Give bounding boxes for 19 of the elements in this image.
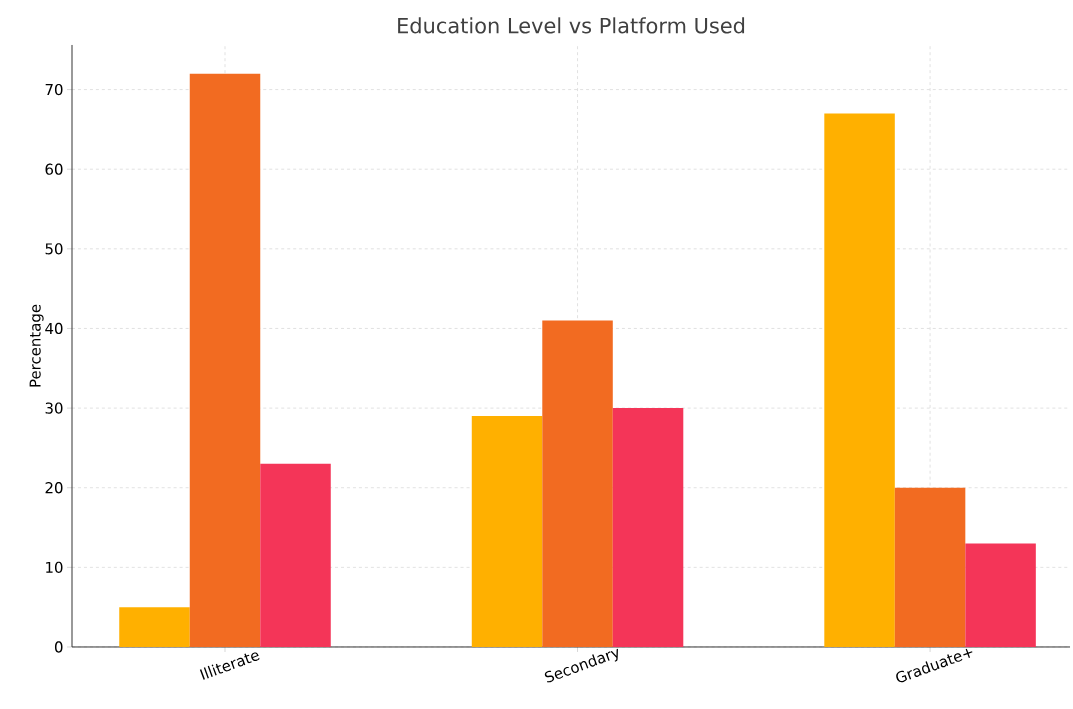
bar xyxy=(189,73,261,647)
y-axis-title: Percentage xyxy=(29,304,44,387)
y-tick-label: 50 xyxy=(45,243,63,255)
y-tick-label: 60 xyxy=(45,163,63,175)
bar xyxy=(260,463,331,647)
bar xyxy=(612,408,684,647)
y-tick-label: 40 xyxy=(45,322,63,335)
bar xyxy=(542,320,613,647)
y-tick-label: 10 xyxy=(46,561,63,574)
chart-title: Education Level vs Platform Used xyxy=(398,17,745,34)
y-tick-label: 0 xyxy=(54,641,63,653)
bar xyxy=(471,416,543,647)
y-tick-label: 70 xyxy=(45,83,63,96)
bar xyxy=(894,487,966,647)
bar xyxy=(965,543,1036,647)
bar xyxy=(824,113,895,647)
bar xyxy=(119,607,190,647)
y-tick-label: 20 xyxy=(45,482,63,494)
y-tick-label: 30 xyxy=(45,402,63,414)
